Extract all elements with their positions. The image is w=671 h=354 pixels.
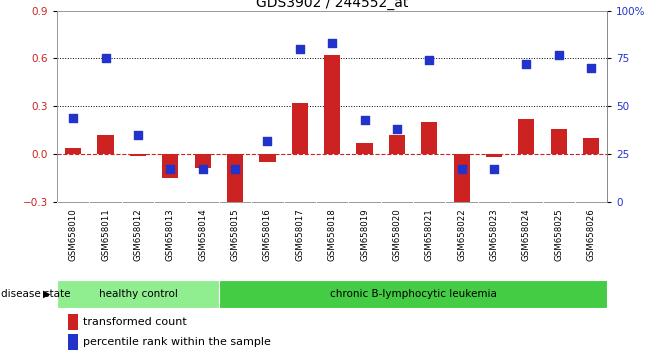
- Text: ▶: ▶: [43, 289, 50, 299]
- Point: [100, 56, 111, 61]
- Bar: [65, 148, 81, 154]
- Bar: [551, 129, 567, 154]
- Point: [521, 61, 531, 67]
- Point: [165, 166, 176, 172]
- Point: [133, 132, 144, 138]
- Text: GSM658025: GSM658025: [554, 208, 563, 261]
- Text: GSM658019: GSM658019: [360, 208, 369, 261]
- Bar: [68, 314, 78, 330]
- Bar: [162, 154, 178, 178]
- Text: GSM658014: GSM658014: [198, 208, 207, 261]
- Text: GSM658023: GSM658023: [489, 208, 499, 261]
- Text: GSM658016: GSM658016: [263, 208, 272, 261]
- Bar: [356, 143, 372, 154]
- Text: transformed count: transformed count: [83, 317, 187, 327]
- Bar: [195, 154, 211, 169]
- Bar: [421, 122, 437, 154]
- Bar: [389, 135, 405, 154]
- Title: GDS3902 / 244552_at: GDS3902 / 244552_at: [256, 0, 409, 10]
- Point: [359, 117, 370, 122]
- Point: [456, 166, 467, 172]
- Bar: [518, 119, 534, 154]
- Bar: [454, 154, 470, 210]
- Text: GSM658021: GSM658021: [425, 208, 433, 261]
- Text: GSM658026: GSM658026: [586, 208, 596, 261]
- Bar: [583, 138, 599, 154]
- Point: [586, 65, 597, 71]
- Text: chronic B-lymphocytic leukemia: chronic B-lymphocytic leukemia: [329, 289, 497, 299]
- Point: [391, 126, 402, 132]
- Text: GSM658013: GSM658013: [166, 208, 175, 261]
- Point: [295, 46, 305, 52]
- Text: GSM658024: GSM658024: [522, 208, 531, 261]
- Bar: [97, 135, 113, 154]
- Text: disease state: disease state: [1, 289, 70, 299]
- Point: [327, 40, 338, 46]
- Text: percentile rank within the sample: percentile rank within the sample: [83, 337, 271, 347]
- Bar: [219, 280, 607, 308]
- Bar: [68, 334, 78, 350]
- Text: GSM658011: GSM658011: [101, 208, 110, 261]
- Bar: [227, 154, 243, 215]
- Point: [68, 115, 79, 120]
- Point: [424, 57, 435, 63]
- Bar: [324, 55, 340, 154]
- Text: GSM658020: GSM658020: [393, 208, 401, 261]
- Text: GSM658022: GSM658022: [457, 208, 466, 261]
- Bar: [486, 154, 502, 157]
- Text: GSM658018: GSM658018: [327, 208, 337, 261]
- Bar: [259, 154, 276, 162]
- Bar: [130, 154, 146, 156]
- Text: GSM658017: GSM658017: [295, 208, 304, 261]
- Point: [554, 52, 564, 57]
- Text: GSM658010: GSM658010: [68, 208, 78, 261]
- Text: GSM658012: GSM658012: [134, 208, 142, 261]
- Text: GSM658015: GSM658015: [231, 208, 240, 261]
- Bar: [57, 280, 219, 308]
- Bar: [292, 103, 308, 154]
- Text: healthy control: healthy control: [99, 289, 177, 299]
- Point: [488, 166, 499, 172]
- Point: [229, 166, 240, 172]
- Point: [262, 138, 273, 143]
- Point: [197, 166, 208, 172]
